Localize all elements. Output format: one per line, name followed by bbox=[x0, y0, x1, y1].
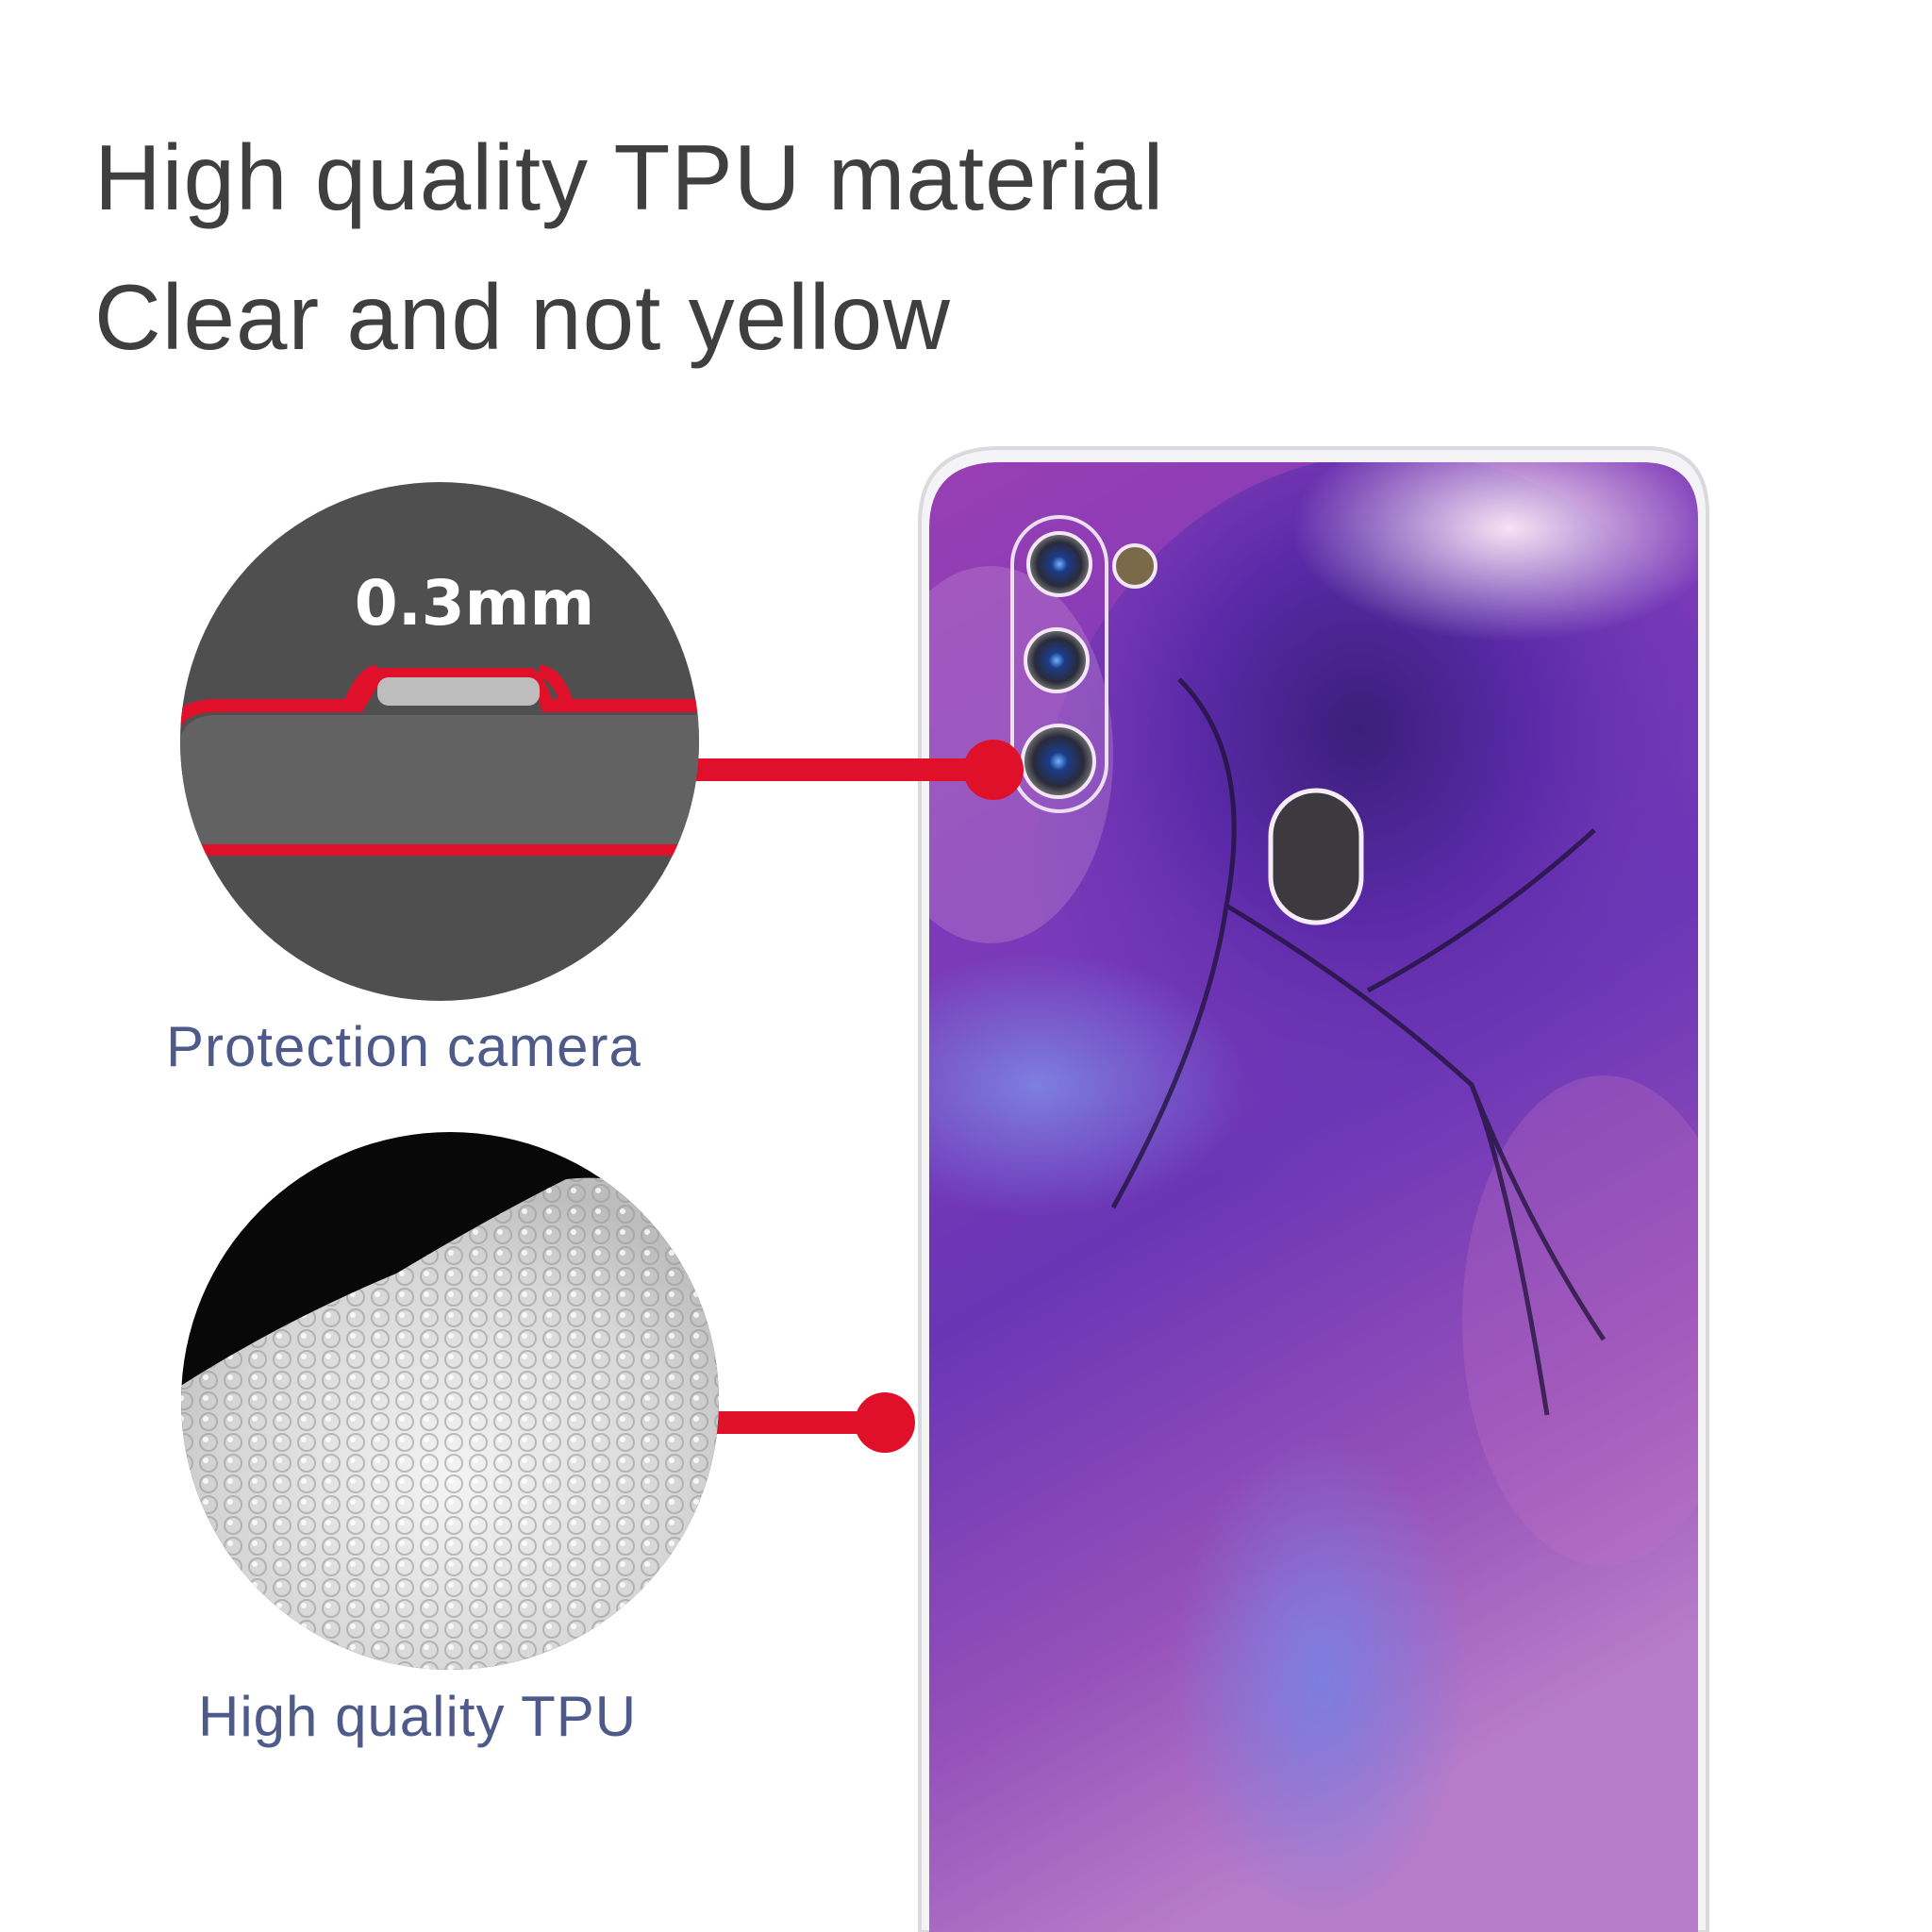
headline-line-2: Clear and not yellow bbox=[94, 265, 951, 369]
tpu-beads-image bbox=[181, 1132, 719, 1670]
flash-icon bbox=[1112, 543, 1158, 589]
protection-camera-label: Protection camera bbox=[166, 1015, 641, 1078]
thickness-label: 0.3mm bbox=[355, 567, 594, 640]
marble-pattern bbox=[929, 462, 1698, 1932]
camera-lens bbox=[1024, 627, 1090, 693]
fingerprint-cutout bbox=[1268, 788, 1364, 925]
camera-lens bbox=[1021, 724, 1096, 799]
camera-lens bbox=[1026, 531, 1092, 597]
headline-line-1: High quality TPU material bbox=[94, 125, 1165, 229]
phone-case bbox=[918, 446, 1709, 1932]
camera-module bbox=[1010, 515, 1158, 813]
callout-dot bbox=[855, 1392, 915, 1453]
high-quality-tpu-label: High quality TPU bbox=[198, 1685, 638, 1748]
callout-dot bbox=[963, 740, 1024, 800]
callout-camera bbox=[180, 482, 1024, 1001]
callout-tpu bbox=[181, 1132, 915, 1670]
